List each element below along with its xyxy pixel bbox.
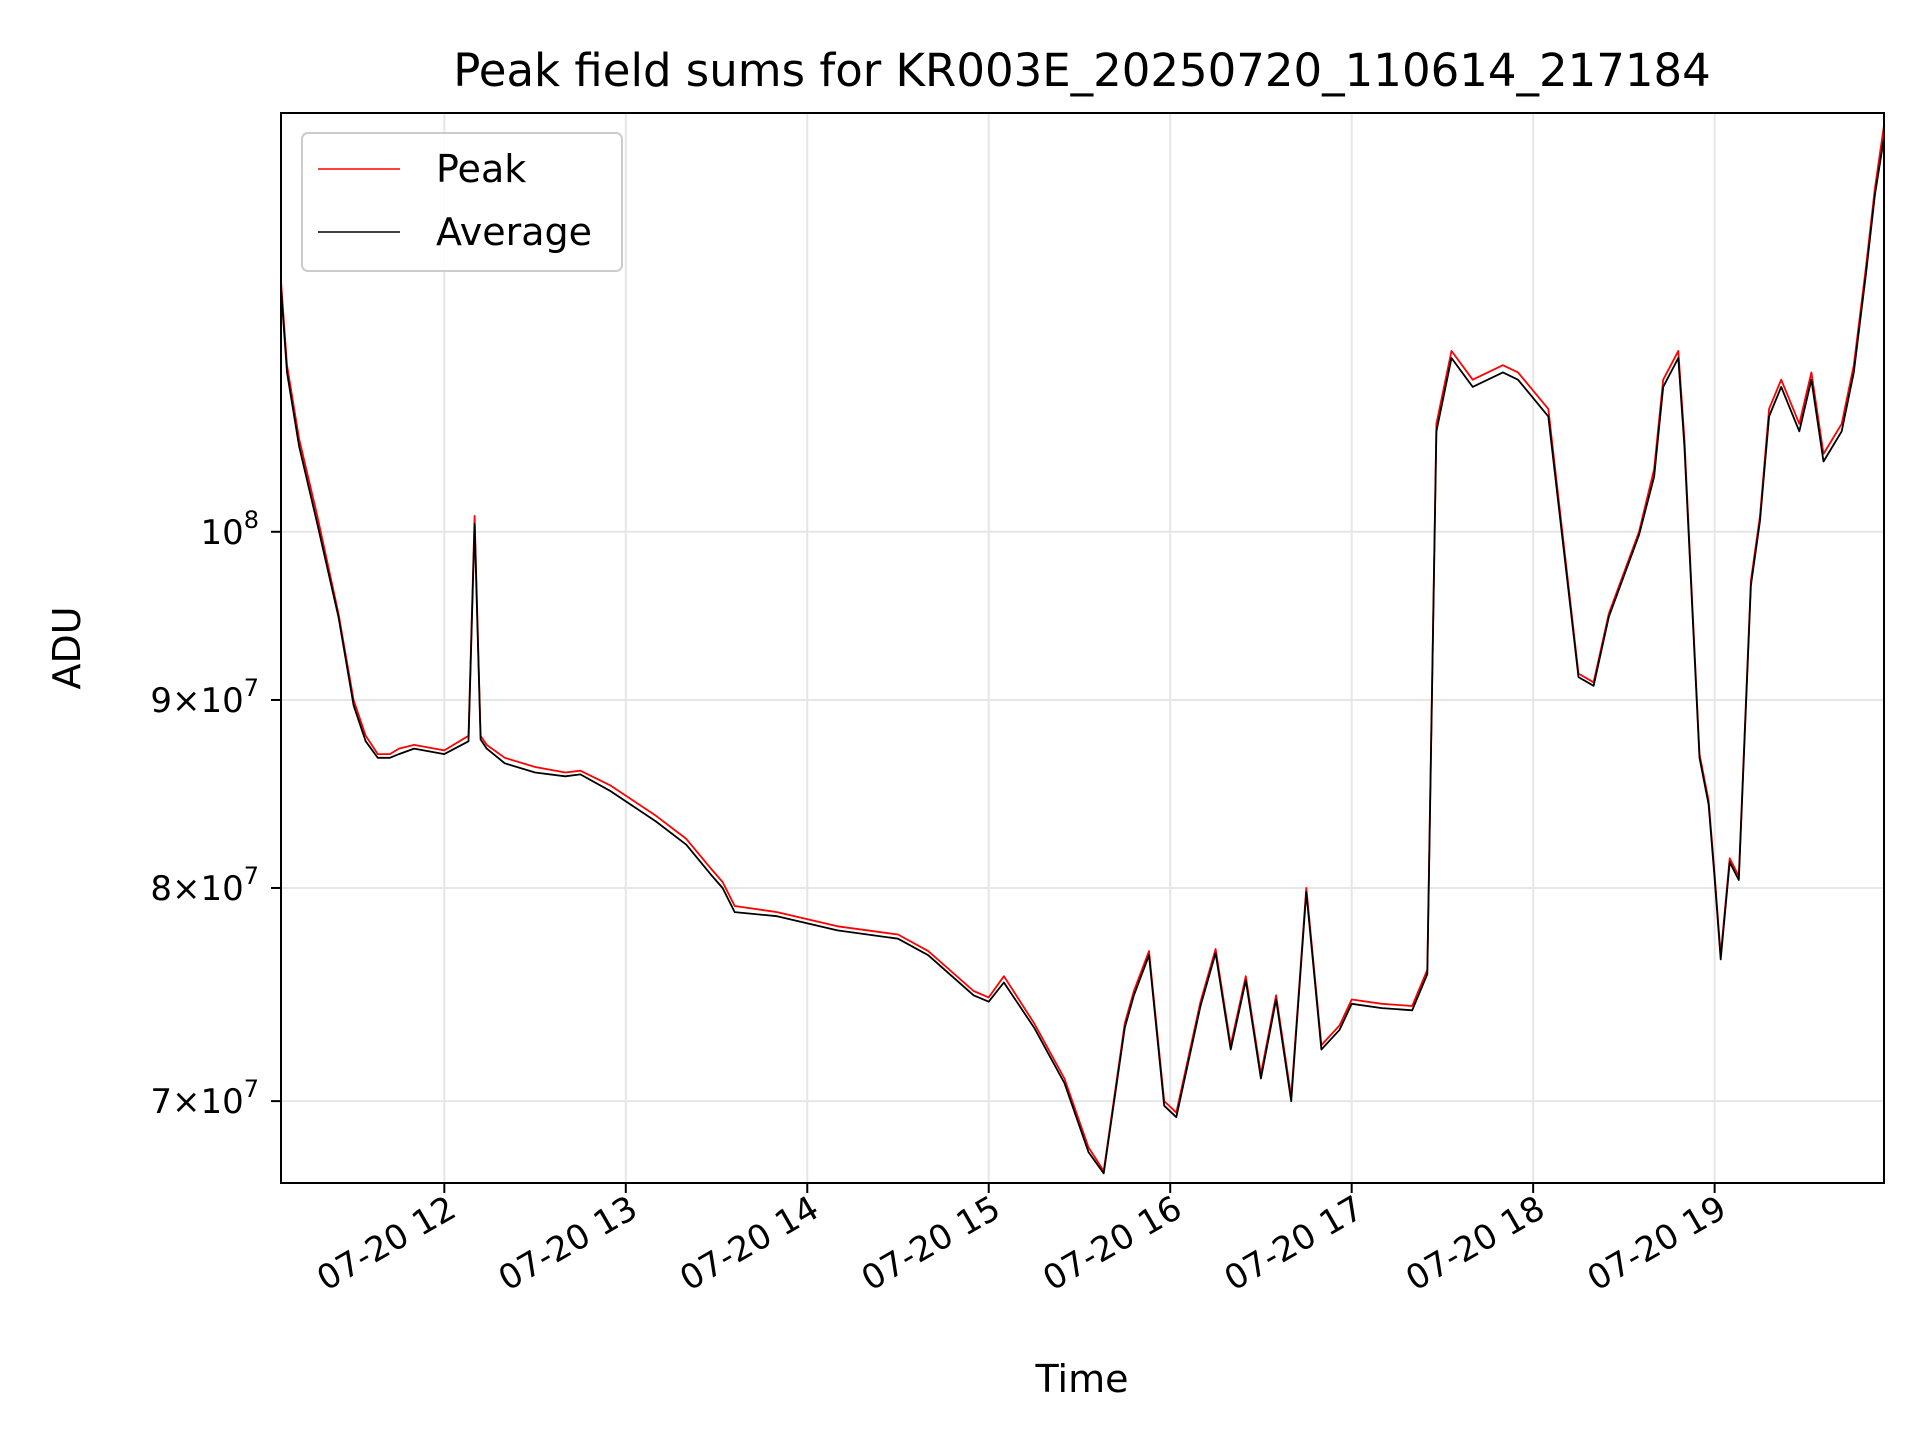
series-line-average	[280, 137, 1885, 1175]
plot-frame	[280, 112, 1885, 1184]
legend: Peak Average	[301, 132, 623, 272]
chart-title: Peak field sums for KR003E_20250720_1106…	[453, 44, 1711, 97]
grid	[281, 113, 1884, 1183]
series-layer	[280, 125, 1885, 1175]
y-tick-label: 9×107	[150, 674, 259, 721]
legend-label-peak: Peak	[436, 147, 526, 191]
y-tick-label: 8×107	[150, 862, 259, 909]
y-axis-label: ADU	[45, 606, 89, 689]
y-tick-label: 7×107	[150, 1075, 259, 1122]
legend-box	[301, 132, 623, 272]
legend-label-average: Average	[436, 210, 592, 254]
y-tick-label: 108	[200, 506, 259, 553]
x-axis-label: Time	[1035, 1357, 1129, 1401]
y-axis: 7×107 8×107 9×107 108	[150, 506, 281, 1122]
